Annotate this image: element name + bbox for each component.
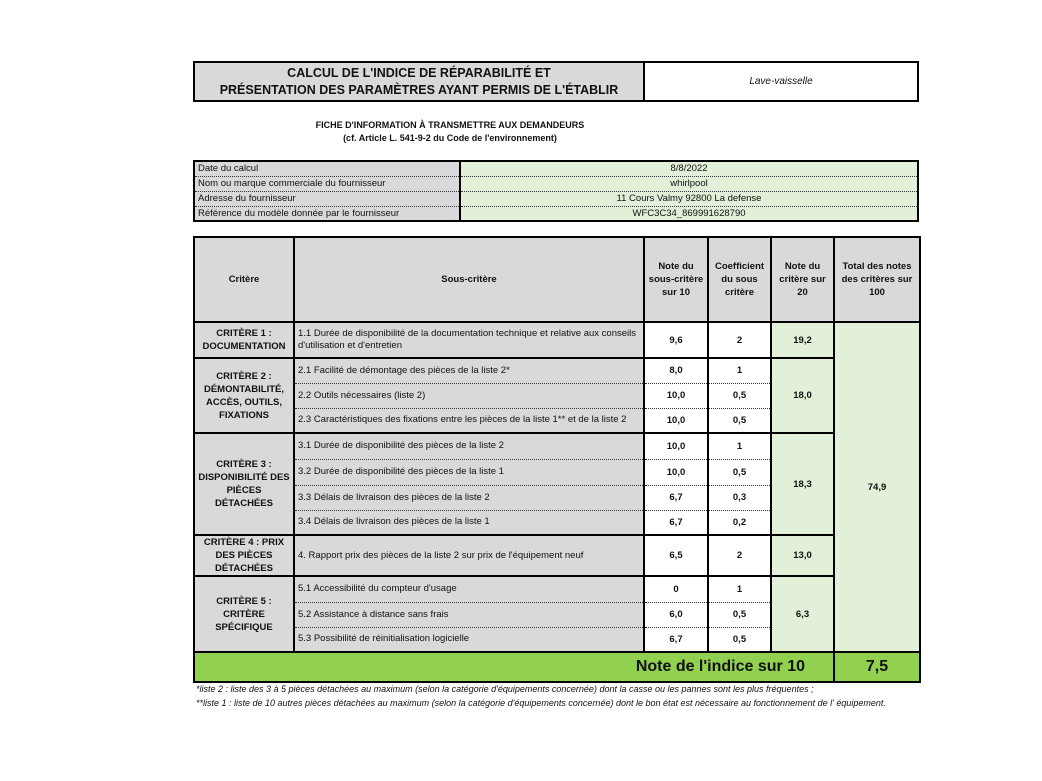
supplier-info-table: Date du calcul 8/8/2022 Nom ou marque com… (193, 160, 919, 222)
sub-criterion: 3.4 Délais de livraison des pièces de la… (293, 509, 645, 536)
criterion-2: CRITÈRE 2 : DÉMONTABILITÉ, ACCÈS, OUTILS… (193, 357, 295, 434)
table-row: 2.3 Caractéristiques des fixations entre… (194, 407, 920, 434)
repairability-table: Critère Sous-critère Note du sous-critèr… (193, 236, 921, 683)
criterion-1: CRITÈRE 1 : DOCUMENTATION (193, 321, 295, 359)
info-label: Adresse du fournisseur (194, 191, 461, 207)
sub-note: 6,5 (643, 534, 709, 577)
sub-criterion: 5.2 Assistance à distance sans frais (293, 601, 645, 628)
criterion-score: 18,3 (770, 432, 835, 536)
table-row: 5.2 Assistance à distance sans frais 6,0… (194, 601, 920, 628)
product-type: Lave-vaisselle (749, 76, 813, 87)
sub-criterion: 2.1 Facilité de démontage des pièces de … (293, 357, 645, 384)
sub-coef: 1 (707, 357, 772, 384)
sub-coef: 1 (707, 432, 772, 460)
table-row: 2.2 Outils nécessaires (liste 2) 10,0 0,… (194, 382, 920, 409)
table-row: 3.2 Durée de disponibilité des pièces de… (194, 458, 920, 486)
table-row: CRITÈRE 2 : DÉMONTABILITÉ, ACCÈS, OUTILS… (193, 357, 920, 434)
footnote-liste-1: **liste 1 : liste de 10 autres pièces dé… (196, 697, 886, 708)
sub-coef: 2 (707, 321, 772, 359)
final-score-label: Note de l'indice sur 10 (193, 651, 835, 683)
sub-criterion: 4. Rapport prix des pièces de la liste 2… (293, 534, 645, 577)
subtitle-line-2: (cf. Article L. 541-9-2 du Code de l'env… (343, 133, 557, 143)
col-total: Total des notes des critères sur 100 (833, 236, 921, 323)
table-row: 3.4 Délais de livraison des pièces de la… (194, 509, 920, 536)
sub-coef: 2 (707, 534, 772, 577)
info-label: Nom ou marque commerciale du fournisseur (194, 176, 461, 192)
criterion-3: CRITÈRE 3 : DISPONIBILITÉ DES PIÈCES DÉT… (193, 432, 295, 536)
criterion-score: 13,0 (770, 534, 835, 577)
sub-criterion: 3.1 Durée de disponibilité des pièces de… (293, 432, 645, 460)
info-row: Nom ou marque commerciale du fournisseur… (194, 176, 918, 192)
sub-coef: 0,5 (707, 407, 772, 434)
subtitle-line-1: FICHE D'INFORMATION À TRANSMETTRE AUX DE… (315, 120, 585, 130)
document-header: CALCUL DE L'INDICE DE RÉPARABILITÉ ET PR… (193, 61, 919, 102)
sub-criterion: 2.2 Outils nécessaires (liste 2) (293, 382, 645, 409)
col-critere: Critère (193, 236, 295, 323)
table-row: CRITÈRE 5 : CRITÈRE SPÉCIFIQUE 5.1 Acces… (193, 575, 920, 653)
footnotes: *liste 2 : liste des 3 à 5 pièces détach… (196, 683, 926, 710)
table-header: Critère Sous-critère Note du sous-critèr… (193, 236, 921, 323)
col-note-critere: Note du critère sur 20 (770, 236, 835, 323)
sub-criterion: 5.3 Possibilité de réinitialisation logi… (293, 626, 645, 653)
table-row: 3.3 Délais de livraison des pièces de la… (194, 484, 920, 511)
criterion-score: 6,3 (770, 575, 835, 653)
info-label: Référence du modèle donnée par le fourni… (194, 206, 461, 222)
footnote-liste-2: *liste 2 : liste des 3 à 5 pièces détach… (196, 684, 814, 694)
sub-criterion: 2.3 Caractéristiques des fixations entre… (293, 407, 645, 434)
sub-coef: 0,5 (707, 626, 772, 653)
sub-note: 10,0 (643, 432, 709, 460)
info-value: 11 Cours Valmy 92800 La defense (460, 191, 918, 207)
col-coefficient: Coefficient du sous critère (707, 236, 772, 323)
info-value: whirlpool (460, 176, 918, 192)
info-value: 8/8/2022 (460, 161, 918, 177)
sub-note: 6,7 (643, 509, 709, 536)
title-line-1: CALCUL DE L'INDICE DE RÉPARABILITÉ ET (287, 65, 551, 80)
info-value: WFC3C34_869991628790 (460, 206, 918, 222)
sub-note: 0 (643, 575, 709, 603)
info-row: Référence du modèle donnée par le fourni… (194, 206, 918, 222)
table-row: 5.3 Possibilité de réinitialisation logi… (194, 626, 920, 653)
info-label: Date du calcul (194, 161, 461, 177)
criterion-4: CRITÈRE 4 : PRIX DES PIÈCES DÉTACHÉES (193, 534, 295, 577)
criterion-5: CRITÈRE 5 : CRITÈRE SPÉCIFIQUE (193, 575, 295, 653)
document-title: CALCUL DE L'INDICE DE RÉPARABILITÉ ET PR… (195, 63, 645, 100)
info-row: Date du calcul 8/8/2022 (194, 161, 918, 177)
sub-criterion: 3.3 Délais de livraison des pièces de la… (293, 484, 645, 511)
sub-note: 9,6 (643, 321, 709, 359)
sub-criterion: 1.1 Durée de disponibilité de la documen… (293, 321, 645, 359)
sub-criterion: 3.2 Durée de disponibilité des pièces de… (293, 458, 645, 486)
sub-criterion: 5.1 Accessibilité du compteur d'usage (293, 575, 645, 603)
sub-coef: 0,5 (707, 458, 772, 486)
final-score-row: Note de l'indice sur 10 7,5 (193, 651, 921, 683)
table-row: CRITÈRE 4 : PRIX DES PIÈCES DÉTACHÉES 4.… (193, 534, 920, 577)
sub-coef: 1 (707, 575, 772, 603)
sub-note: 10,0 (643, 407, 709, 434)
subtitle: FICHE D'INFORMATION À TRANSMETTRE AUX DE… (250, 119, 650, 145)
sub-note: 6,7 (643, 626, 709, 653)
sub-note: 10,0 (643, 382, 709, 409)
col-sous-critere: Sous-critère (293, 236, 645, 323)
title-line-2: PRÉSENTATION DES PARAMÈTRES AYANT PERMIS… (219, 82, 619, 97)
info-row: Adresse du fournisseur 11 Cours Valmy 928… (194, 191, 918, 207)
criterion-score: 19,2 (770, 321, 835, 359)
sub-note: 10,0 (643, 458, 709, 486)
sub-coef: 0,5 (707, 601, 772, 628)
sub-note: 6,7 (643, 484, 709, 511)
sub-note: 6,0 (643, 601, 709, 628)
table-row: CRITÈRE 1 : DOCUMENTATION 1.1 Durée de d… (193, 321, 921, 653)
criterion-score: 18,0 (770, 357, 835, 434)
total-score: 74,9 (833, 321, 921, 653)
col-note-sous-critere: Note du sous-critère sur 10 (643, 236, 709, 323)
sub-coef: 0,2 (707, 509, 772, 536)
sub-note: 8,0 (643, 357, 709, 384)
sub-coef: 0,5 (707, 382, 772, 409)
table-row: CRITÈRE 3 : DISPONIBILITÉ DES PIÈCES DÉT… (193, 432, 920, 536)
final-score-value: 7,5 (833, 651, 921, 683)
sub-coef: 0,3 (707, 484, 772, 511)
